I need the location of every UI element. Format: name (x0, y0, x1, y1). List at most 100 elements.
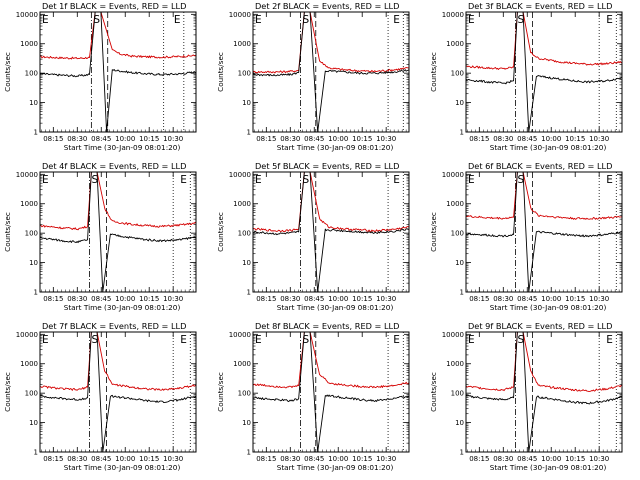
x-tick-label: 08:30 (280, 455, 300, 463)
end-annotation: E (180, 334, 187, 346)
y-axis-label: Counts/sec (3, 212, 12, 252)
y-tick-label: 10000 (229, 331, 251, 339)
y-tick-label: 10 (455, 419, 464, 427)
lld-series-line (39, 331, 197, 391)
events-series-line (252, 331, 410, 453)
end-annotation: E (42, 14, 49, 26)
x-tick-label: 10:15 (352, 295, 372, 303)
x-tick-label: 08:15 (43, 135, 63, 143)
x-tick-label: 10:30 (589, 455, 609, 463)
y-tick-label: 100 (451, 390, 464, 398)
x-tick-label: 10:30 (376, 295, 396, 303)
x-tick-label: 10:15 (352, 135, 372, 143)
end-annotation: E (606, 174, 613, 186)
plot-frame (39, 171, 197, 293)
plot-frame (465, 11, 623, 133)
y-tick-label: 1000 (446, 40, 464, 48)
plot-frame (252, 331, 410, 453)
panel-7: Det 7f BLACK = Events, RED = LLD Counts/s… (3, 321, 197, 472)
end-annotation: E (468, 174, 475, 186)
panel-title: Det 4f BLACK = Events, RED = LLD (42, 161, 186, 171)
y-tick-label: 10 (29, 419, 38, 427)
start-annotation: S (517, 174, 524, 186)
events-series-line (39, 171, 197, 293)
y-axis-label: Counts/sec (429, 212, 438, 252)
x-tick-label: 08:15 (43, 295, 63, 303)
events-series-line (39, 11, 197, 133)
y-tick-label: 1000 (20, 40, 38, 48)
y-tick-label: 100 (25, 230, 38, 238)
lld-series-line (465, 331, 623, 392)
x-tick-label: 08:45 (91, 135, 111, 143)
x-tick-label: 10:15 (565, 295, 585, 303)
x-axis-label: Start Time (30-Jan-09 08:01:20) (277, 143, 394, 152)
x-tick-label: 10:15 (139, 455, 159, 463)
start-annotation: S (303, 174, 310, 186)
x-tick-label: 10:30 (589, 135, 609, 143)
x-tick-label: 10:00 (541, 455, 561, 463)
y-tick-label: 1000 (20, 360, 38, 368)
plot-frame (465, 171, 623, 293)
x-tick-label: 10:30 (163, 455, 183, 463)
x-tick-label: 10:00 (541, 295, 561, 303)
x-tick-label: 08:45 (304, 455, 324, 463)
y-axis-label: Counts/sec (429, 52, 438, 92)
y-tick-label: 10000 (16, 331, 38, 339)
y-axis-label: Counts/sec (429, 372, 438, 412)
panel-title: Det 8f BLACK = Events, RED = LLD (255, 321, 399, 331)
y-tick-label: 1000 (233, 40, 251, 48)
end-annotation: E (255, 14, 262, 26)
y-tick-label: 100 (451, 70, 464, 78)
events-series-line (465, 11, 623, 133)
x-axis-label: Start Time (30-Jan-09 08:01:20) (64, 303, 181, 312)
x-tick-label: 08:30 (493, 295, 513, 303)
lld-series-line (252, 11, 410, 74)
end-annotation: E (174, 14, 181, 26)
y-tick-label: 100 (451, 230, 464, 238)
lld-series-line (252, 171, 410, 233)
x-tick-label: 10:00 (115, 135, 135, 143)
y-tick-label: 1 (460, 289, 464, 297)
x-tick-label: 10:15 (139, 295, 159, 303)
y-tick-label: 1 (34, 449, 38, 457)
panel-3: Det 3f BLACK = Events, RED = LLD Counts/s… (429, 1, 623, 152)
y-tick-label: 10000 (16, 11, 38, 19)
x-tick-label: 08:30 (67, 135, 87, 143)
plot-frame (465, 331, 623, 453)
y-axis-label: Counts/sec (216, 372, 225, 412)
y-tick-label: 1 (247, 129, 251, 137)
start-annotation: S (93, 14, 100, 26)
x-tick-label: 08:15 (256, 135, 276, 143)
y-tick-label: 1000 (20, 200, 38, 208)
y-axis-label: Counts/sec (3, 52, 12, 92)
y-tick-label: 10 (242, 99, 251, 107)
y-tick-label: 1000 (233, 360, 251, 368)
lld-series-line (252, 331, 410, 389)
x-tick-label: 08:15 (43, 455, 63, 463)
end-annotation: E (393, 14, 400, 26)
panel-5: Det 5f BLACK = Events, RED = LLD Counts/s… (216, 161, 410, 312)
end-annotation: E (42, 334, 49, 346)
y-tick-label: 100 (25, 70, 38, 78)
start-annotation: S (91, 334, 98, 346)
panel-8: Det 8f BLACK = Events, RED = LLD Counts/s… (216, 321, 410, 472)
x-axis-label: Start Time (30-Jan-09 08:01:20) (64, 463, 181, 472)
x-tick-label: 08:15 (469, 295, 489, 303)
y-tick-label: 10 (29, 99, 38, 107)
y-axis-label: Counts/sec (216, 52, 225, 92)
plot-frame (39, 331, 197, 453)
x-tick-label: 08:45 (517, 135, 537, 143)
x-tick-label: 10:00 (541, 135, 561, 143)
x-tick-label: 10:15 (565, 135, 585, 143)
y-tick-label: 1 (247, 449, 251, 457)
x-tick-label: 08:30 (280, 295, 300, 303)
x-tick-label: 08:15 (256, 455, 276, 463)
end-annotation: E (255, 334, 262, 346)
events-series-line (39, 331, 197, 453)
x-tick-label: 08:30 (67, 295, 87, 303)
x-tick-label: 10:00 (328, 295, 348, 303)
end-annotation: E (255, 174, 262, 186)
y-tick-label: 1 (460, 129, 464, 137)
events-series-line (465, 331, 623, 453)
